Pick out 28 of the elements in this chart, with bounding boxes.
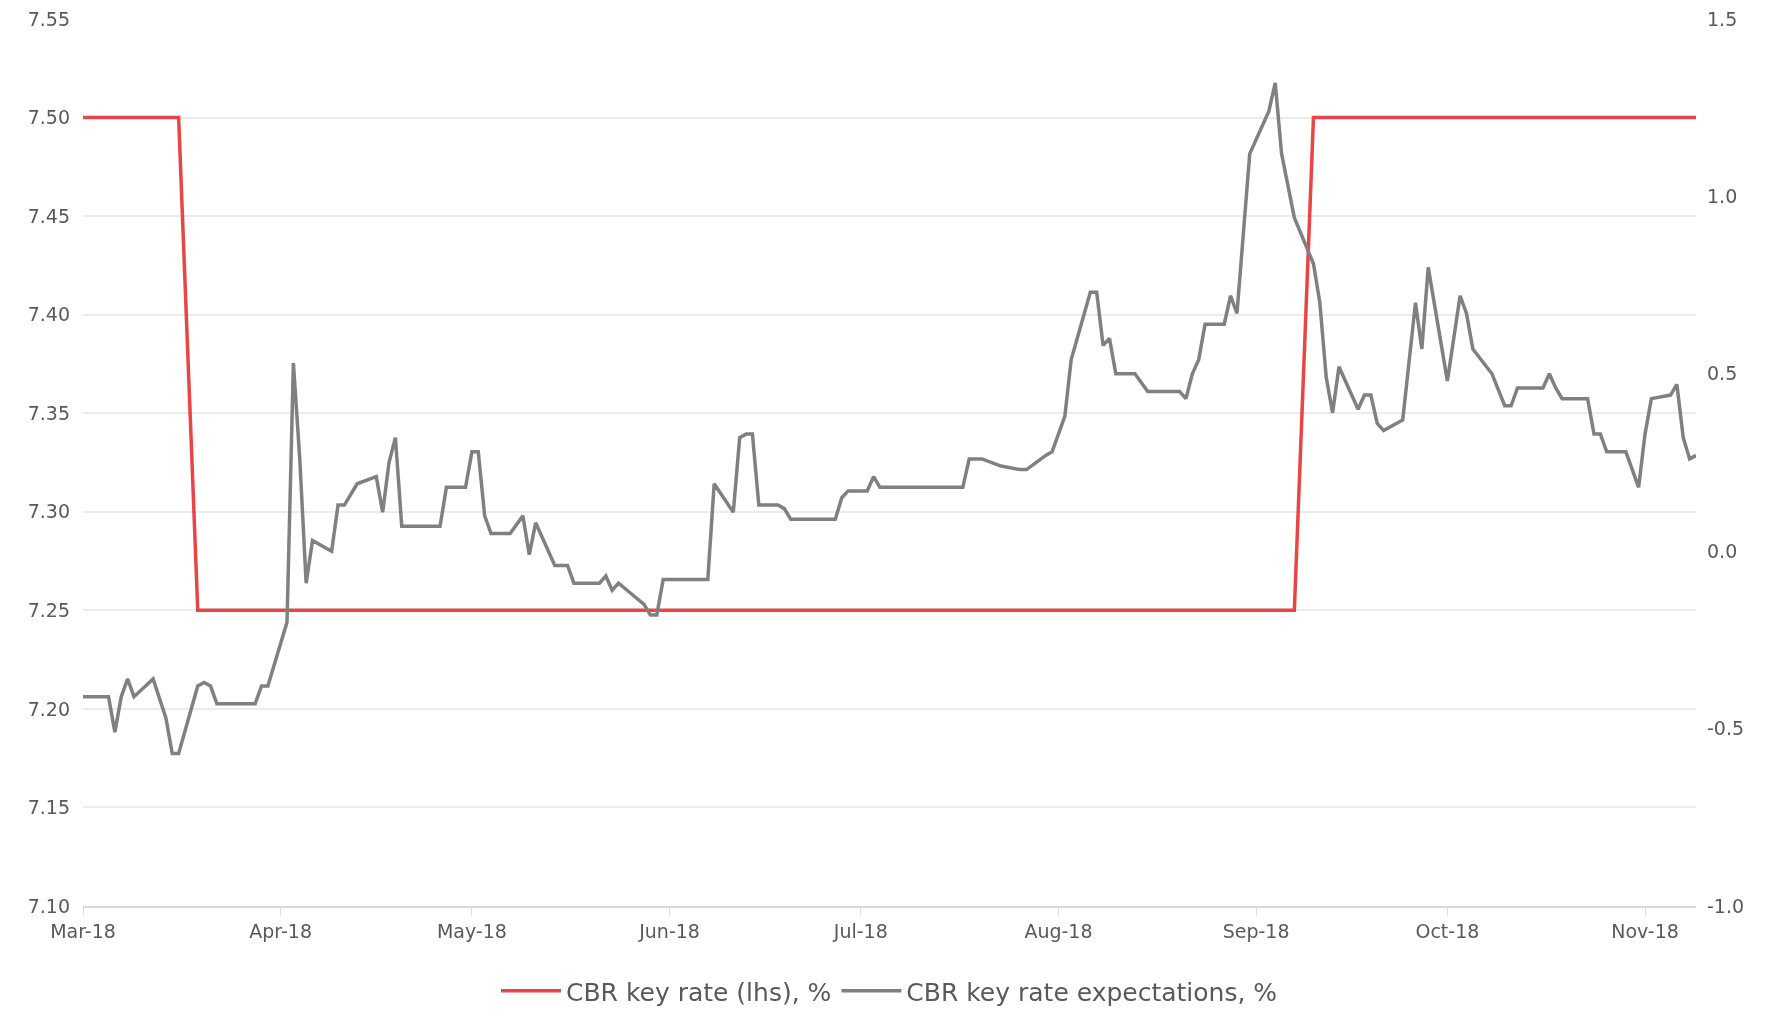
x-tick-label: Nov-18	[1611, 919, 1679, 942]
y-tick-label: 7.20	[27, 697, 70, 720]
y-tick-label: 7.55	[27, 7, 70, 30]
x-tick-label: Apr-18	[249, 919, 312, 942]
x-tick-label: Jul-18	[832, 919, 888, 942]
legend-label: CBR key rate expectations, %	[906, 977, 1278, 1007]
y2-tick-label: 0.5	[1707, 362, 1738, 385]
y-tick-label: 7.50	[27, 106, 70, 129]
x-tick-label: May-18	[436, 919, 507, 942]
x-tick-label: Mar-18	[50, 919, 116, 942]
y2-tick-label: 1.0	[1707, 185, 1738, 208]
x-tick-label: Sep-18	[1222, 919, 1290, 942]
y-tick-label: 7.30	[27, 500, 70, 523]
x-tick-label: Jun-18	[638, 919, 700, 942]
y-tick-label: 7.40	[27, 303, 70, 326]
line-series	[83, 81, 1696, 756]
y2-tick-label: 0.0	[1707, 539, 1738, 562]
y-tick-label: 7.15	[27, 796, 70, 819]
x-tick-label: Aug-18	[1024, 919, 1093, 942]
y-tick-label: 7.45	[27, 204, 70, 227]
y2-tick-label: -1.0	[1707, 894, 1745, 917]
x-tick-label: Oct-18	[1415, 919, 1480, 942]
y-tick-label: 7.25	[27, 598, 70, 621]
y-tick-label: 7.35	[27, 401, 70, 424]
y-tick-label: 7.10	[27, 894, 70, 917]
y2-tick-label: -0.5	[1707, 717, 1745, 740]
y2-tick-label: 1.5	[1707, 7, 1738, 30]
legend-label: CBR key rate (lhs), %	[566, 977, 832, 1007]
